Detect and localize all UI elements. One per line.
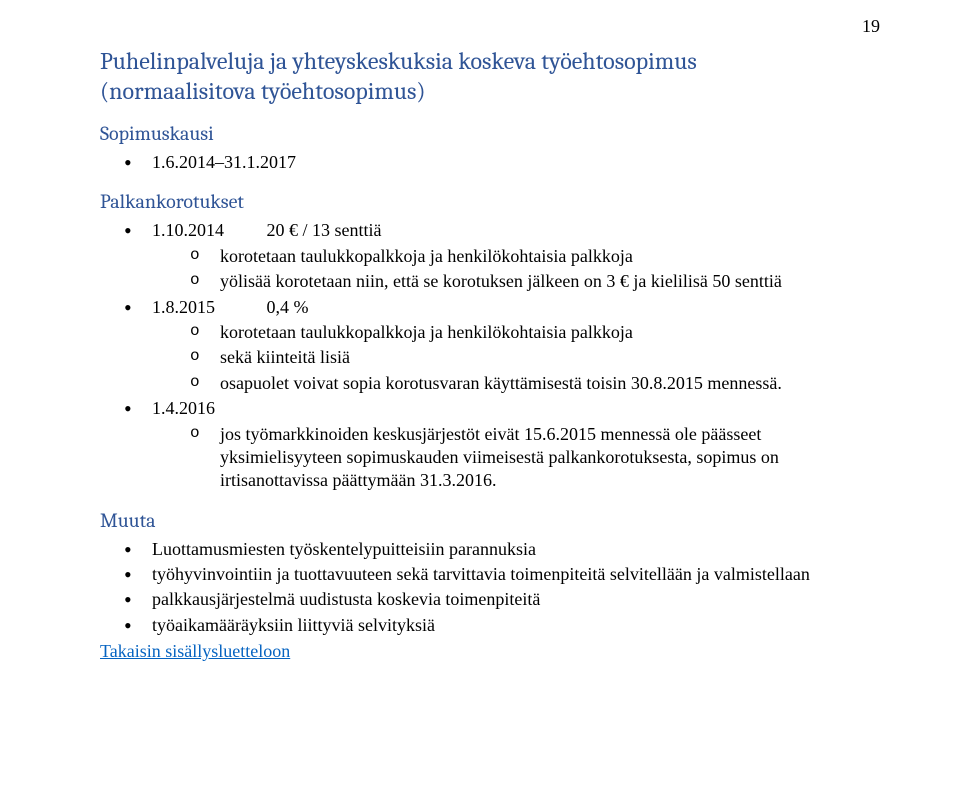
sopimuskausi-list: 1.6.2014–31.1.2017 xyxy=(124,151,880,174)
raise-date: 1.10.2014 xyxy=(152,219,262,242)
raise-amount: 20 € / 13 senttiä xyxy=(267,219,382,242)
title-line-2: (normaalisitova työehtosopimus) xyxy=(100,77,426,105)
list-item: Luottamusmiesten työskentelypuitteisiin … xyxy=(124,538,880,561)
page-number: 19 xyxy=(862,16,880,37)
section-sopimuskausi: Sopimuskausi xyxy=(100,122,880,145)
section-palkankorotukset: Palkankorotukset xyxy=(100,190,880,213)
title-line-1: Puhelinpalveluja ja yhteyskeskuksia kosk… xyxy=(100,47,697,75)
sublist: jos työmarkkinoiden keskusjärjestöt eivä… xyxy=(190,423,880,493)
list-item: jos työmarkkinoiden keskusjärjestöt eivä… xyxy=(190,423,880,493)
list-item: 1.4.2016 jos työmarkkinoiden keskusjärje… xyxy=(124,397,880,493)
document-page: 19 Puhelinpalveluja ja yhteyskeskuksia k… xyxy=(0,0,960,786)
list-item: korotetaan taulukkopalkkoja ja henkilöko… xyxy=(190,245,880,268)
raise-date: 1.8.2015 xyxy=(152,296,262,319)
list-item: palkkausjärjestelmä uudistusta koskevia … xyxy=(124,588,880,611)
list-item: osapuolet voivat sopia korotusvaran käyt… xyxy=(190,372,880,395)
sublist: korotetaan taulukkopalkkoja ja henkilöko… xyxy=(190,321,880,395)
back-to-toc-link[interactable]: Takaisin sisällysluetteloon xyxy=(100,641,290,662)
list-item: 1.8.2015 0,4 % korotetaan taulukkopalkko… xyxy=(124,296,880,396)
muuta-list: Luottamusmiesten työskentelypuitteisiin … xyxy=(124,538,880,638)
list-item: 1.6.2014–31.1.2017 xyxy=(124,151,880,174)
list-item: korotetaan taulukkopalkkoja ja henkilöko… xyxy=(190,321,880,344)
section-muuta: Muuta xyxy=(100,509,880,532)
list-item: 1.10.2014 20 € / 13 senttiä korotetaan t… xyxy=(124,219,880,293)
list-item: työaikamääräyksiin liittyviä selvityksiä xyxy=(124,614,880,637)
list-item: yölisää korotetaan niin, että se korotuk… xyxy=(190,270,880,293)
sublist: korotetaan taulukkopalkkoja ja henkilöko… xyxy=(190,245,880,294)
list-item: sekä kiinteitä lisiä xyxy=(190,346,880,369)
raise-date: 1.4.2016 xyxy=(152,397,262,420)
raise-amount: 0,4 % xyxy=(267,296,309,319)
palkankorotukset-list: 1.10.2014 20 € / 13 senttiä korotetaan t… xyxy=(124,219,880,492)
document-title: Puhelinpalveluja ja yhteyskeskuksia kosk… xyxy=(100,46,880,106)
list-item: työhyvinvointiin ja tuottavuuteen sekä t… xyxy=(124,563,880,586)
